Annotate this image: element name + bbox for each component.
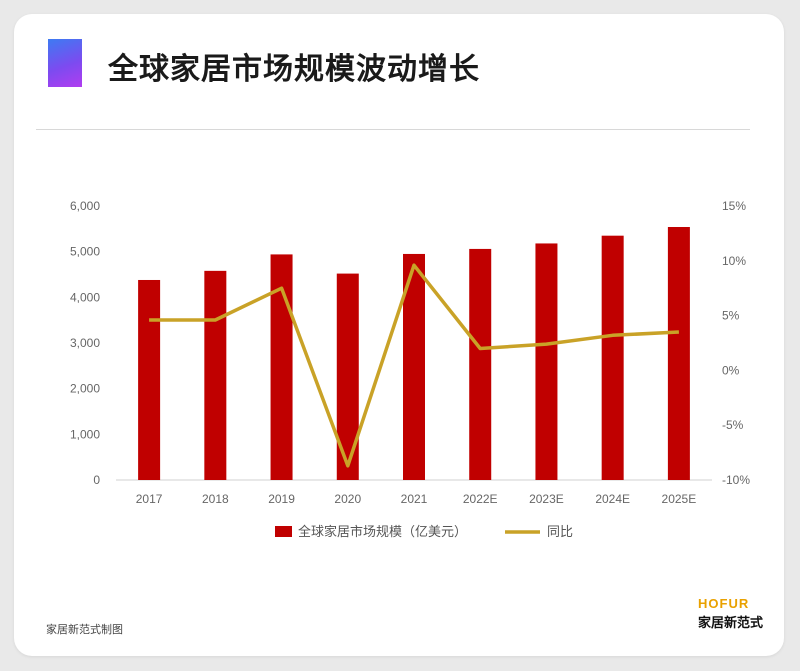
right-tick-label: 5% xyxy=(722,309,740,323)
x-tick-label: 2021 xyxy=(401,492,428,506)
bar-2022E xyxy=(469,248,492,480)
right-tick-label: 15% xyxy=(722,199,746,213)
x-tick-label: 2020 xyxy=(334,492,361,506)
source-note: 家居新范式制图 xyxy=(46,623,123,636)
bar-2021 xyxy=(403,253,425,480)
left-tick-label: 1,000 xyxy=(70,427,100,441)
x-tick-label: 2019 xyxy=(268,492,295,506)
bar-2020 xyxy=(336,273,359,480)
x-axis-labels: 2017 2018 2019 2020 2021 2022E 2023E 2024E 2025E xyxy=(136,492,696,506)
left-tick-label: 2,000 xyxy=(70,382,100,396)
bar-series xyxy=(138,227,690,480)
legend-line-label: 同比 xyxy=(547,525,573,540)
legend-bar-label: 全球家居市场规模（亿美元） xyxy=(298,524,467,540)
right-tick-label: -5% xyxy=(722,418,744,432)
x-tick-label: 2017 xyxy=(136,492,163,506)
x-tick-label: 2023E xyxy=(529,492,564,506)
left-tick-label: 6,000 xyxy=(70,199,100,213)
title-accent-bar xyxy=(48,39,82,87)
brand-logo-en: HOFUR xyxy=(698,596,750,611)
right-tick-label: 0% xyxy=(722,363,740,377)
bar-2024E xyxy=(601,235,624,480)
legend-bar-swatch xyxy=(275,526,292,537)
brand-logo-cn: 家居新范式 xyxy=(698,616,764,631)
left-axis: 0 1,000 2,000 3,000 4,000 5,000 6,000 xyxy=(70,199,100,487)
legend: 全球家居市场规模（亿美元） 同比 xyxy=(275,524,573,540)
bar-2025E xyxy=(667,227,690,480)
x-tick-label: 2022E xyxy=(463,492,498,506)
right-axis: -10% -5% 0% 5% 10% 15% xyxy=(722,199,750,487)
left-tick-label: 5,000 xyxy=(70,245,100,259)
x-tick-label: 2018 xyxy=(202,492,229,506)
left-tick-label: 0 xyxy=(93,473,100,487)
bar-2023E xyxy=(535,243,558,480)
left-tick-label: 3,000 xyxy=(70,336,100,350)
page-title: 全球家居市场规模波动增长 xyxy=(108,52,480,87)
right-tick-label: -10% xyxy=(722,473,750,487)
title-divider xyxy=(36,129,750,130)
bar-2018 xyxy=(204,270,227,480)
left-tick-label: 4,000 xyxy=(70,290,100,304)
bar-2017 xyxy=(138,279,161,480)
x-tick-label: 2024E xyxy=(595,492,630,506)
x-tick-label: 2025E xyxy=(662,492,697,506)
yoy-line xyxy=(149,263,679,468)
right-tick-label: 10% xyxy=(722,254,746,268)
bar-2019 xyxy=(270,254,293,480)
